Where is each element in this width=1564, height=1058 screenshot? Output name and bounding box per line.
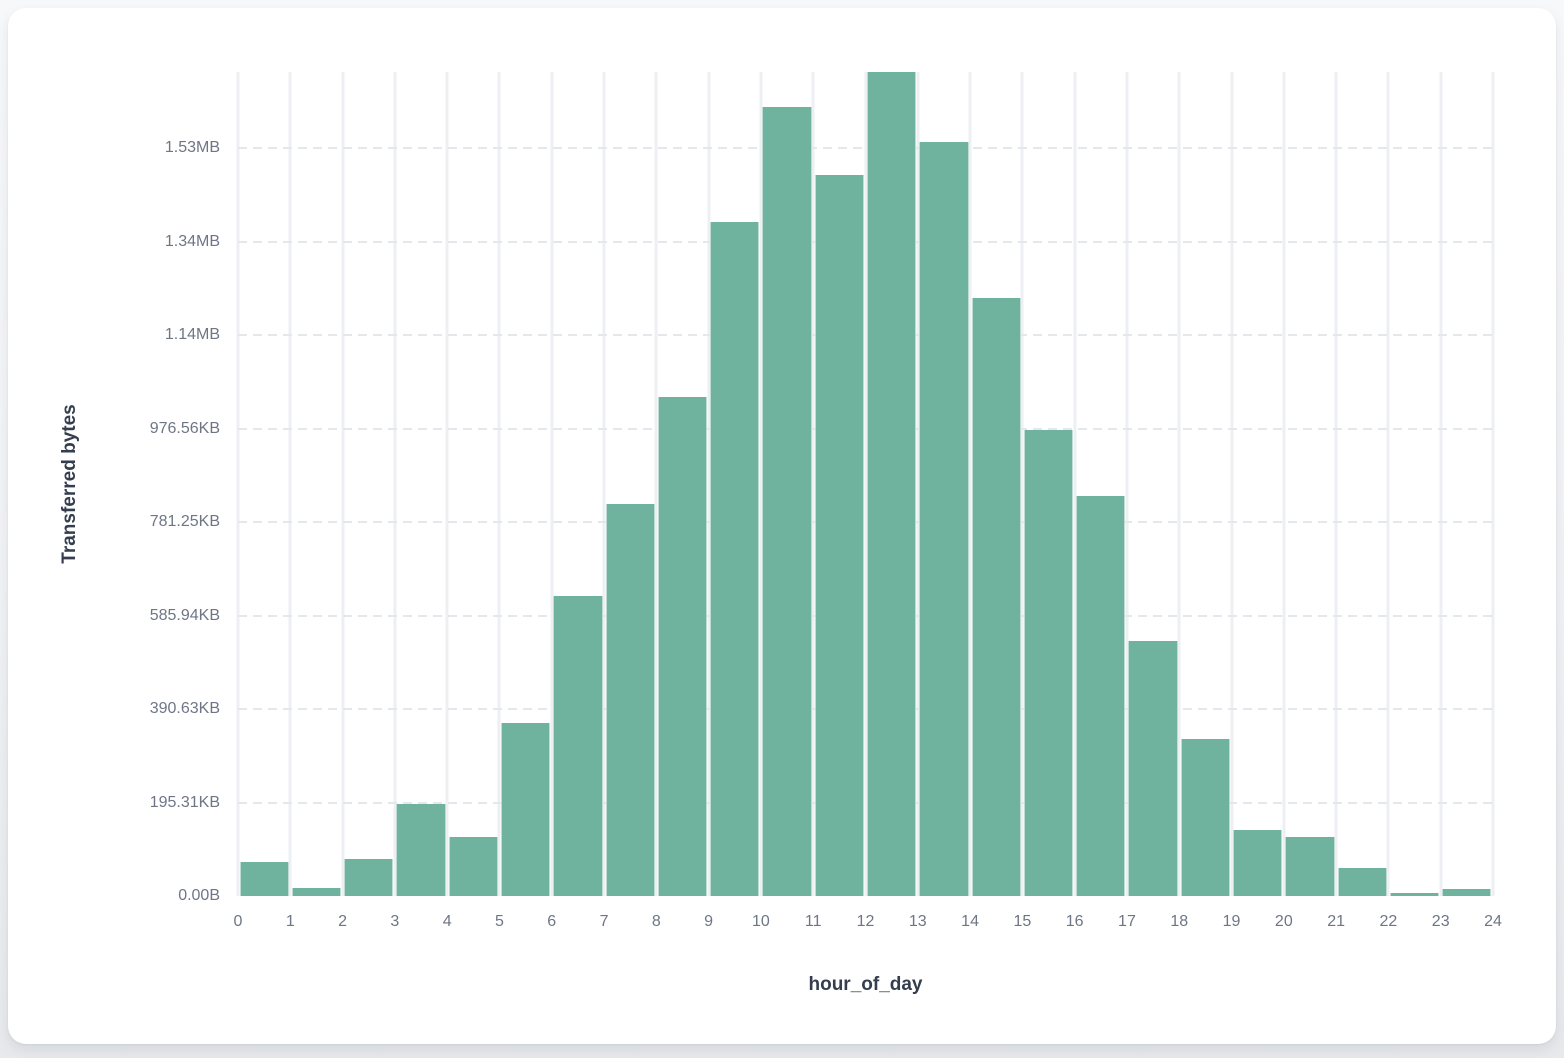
vertical-gridline <box>864 72 867 896</box>
horizontal-gridline <box>238 801 1493 804</box>
x-tick-label: 11 <box>804 913 822 930</box>
horizontal-gridline <box>238 147 1493 150</box>
vertical-gridline <box>497 72 501 896</box>
y-tick-label: 781.25KB <box>149 513 220 531</box>
horizontal-gridline <box>238 614 1493 617</box>
histogram-bar-hour-19[interactable] <box>1233 830 1283 896</box>
x-tick-label: 12 <box>856 913 875 930</box>
x-tick-label: 0 <box>233 913 243 930</box>
horizontal-gridline <box>238 521 1493 524</box>
x-tick-label: 15 <box>1013 913 1032 930</box>
vertical-gridline <box>1386 72 1390 896</box>
y-tick-label: 976.56KB <box>149 419 220 437</box>
vertical-gridline <box>759 72 763 896</box>
x-tick-label: 10 <box>752 913 770 930</box>
x-tick-label: 24 <box>1484 913 1502 930</box>
x-tick-label: 19 <box>1222 913 1241 930</box>
x-tick-label: 22 <box>1379 913 1398 930</box>
x-tick-label: 23 <box>1431 913 1450 930</box>
vertical-gridline <box>236 72 240 896</box>
vertical-gridline <box>602 72 606 896</box>
horizontal-gridline <box>238 708 1493 711</box>
histogram-bar-hour-17[interactable] <box>1128 641 1178 896</box>
histogram-bar-hour-16[interactable] <box>1076 495 1126 896</box>
y-tick-label: 0.00B <box>178 887 220 904</box>
x-axis-title: hour_of_day <box>808 974 923 995</box>
x-tick-label: 20 <box>1274 913 1293 930</box>
histogram-bar-hour-14[interactable] <box>971 297 1021 896</box>
x-tick-label: 17 <box>1118 913 1136 930</box>
histogram-bar-hour-9[interactable] <box>710 222 760 896</box>
vertical-gridline <box>1439 72 1443 896</box>
histogram-bar-hour-15[interactable] <box>1023 430 1074 896</box>
x-tick-label: 14 <box>961 913 979 930</box>
histogram-bar-hour-11[interactable] <box>814 174 864 896</box>
x-tick-label: 6 <box>547 913 557 930</box>
chart-card: 0 1 2 3 4 5 6 7 8 9 10 11 12 13 14 15 16 17 18 19 20 21 22 23 24… <box>8 8 1556 1044</box>
x-tick-label: 1 <box>285 913 295 930</box>
histogram-bar-hour-0[interactable] <box>239 862 289 896</box>
x-tick-label: 18 <box>1170 913 1189 930</box>
vertical-gridline <box>1125 72 1129 896</box>
histogram-bar-hour-22[interactable] <box>1389 893 1440 896</box>
histogram-bar-hour-12[interactable] <box>867 72 917 896</box>
y-axis-title: Transferred bytes <box>59 404 80 564</box>
vertical-gridline <box>445 72 449 896</box>
vertical-gridline <box>1177 72 1181 896</box>
histogram-bar-hour-7[interactable] <box>605 504 655 896</box>
histogram-bar-hour-10[interactable] <box>762 106 812 896</box>
vertical-gridline <box>550 72 554 896</box>
y-tick-label: 1.14MB <box>164 326 220 344</box>
horizontal-gridline <box>238 427 1493 430</box>
x-tick-label: 8 <box>651 913 661 930</box>
x-tick-label: 5 <box>495 913 504 930</box>
vertical-gridline <box>1491 72 1495 896</box>
histogram-bar-hour-18[interactable] <box>1180 739 1231 896</box>
histogram-bar-hour-3[interactable] <box>396 804 446 896</box>
horizontal-gridline <box>238 334 1493 337</box>
x-tick-label: 16 <box>1065 913 1084 930</box>
x-tick-label: 13 <box>908 913 927 930</box>
plot-area: 0 1 2 3 4 5 6 7 8 9 10 11 12 13 14 15 16 17 18 19 20 21 22 23 24… <box>150 72 1502 930</box>
vertical-gridline <box>916 72 920 896</box>
histogram-bar-hour-1[interactable] <box>291 888 342 896</box>
y-tick-label: 195.31KB <box>149 793 220 811</box>
histogram-bar-hour-23[interactable] <box>1442 889 1492 896</box>
histogram-bar-hour-21[interactable] <box>1337 868 1387 896</box>
x-tick-label: 7 <box>599 913 609 930</box>
vertical-gridline <box>1230 72 1234 896</box>
vertical-gridline <box>707 72 711 896</box>
y-tick-label: 390.63KB <box>149 700 220 718</box>
y-tick-label: 1.53MB <box>164 139 220 157</box>
histogram-bar-hour-13[interactable] <box>919 141 969 896</box>
x-tick-label: 4 <box>442 913 452 930</box>
x-tick-label: 3 <box>390 913 400 930</box>
histogram-bar-hour-2[interactable] <box>344 858 394 896</box>
histogram-bar-hour-6[interactable] <box>553 595 603 896</box>
histogram-bar-hour-20[interactable] <box>1285 836 1335 896</box>
y-tick-label: 585.94KB <box>149 606 220 624</box>
vertical-gridline <box>288 72 292 896</box>
vertical-gridline <box>341 72 345 896</box>
x-tick-label: 21 <box>1327 913 1346 930</box>
vertical-gridline <box>1282 72 1286 896</box>
vertical-gridline <box>1073 72 1077 896</box>
x-tick-label: 9 <box>704 913 714 930</box>
horizontal-gridline <box>238 240 1493 243</box>
histogram-bar-hour-5[interactable] <box>500 723 551 896</box>
histogram-bar-hour-8[interactable] <box>657 396 708 896</box>
y-tick-label: 1.34MB <box>164 232 220 250</box>
vertical-gridline <box>968 72 972 896</box>
vertical-gridline <box>654 72 658 896</box>
vertical-gridline <box>1334 72 1338 896</box>
vertical-gridline <box>393 72 397 896</box>
x-tick-label: 2 <box>338 913 348 930</box>
vertical-gridline <box>811 72 815 896</box>
histogram-bar-hour-4[interactable] <box>448 837 498 896</box>
vertical-gridline <box>1020 72 1024 896</box>
